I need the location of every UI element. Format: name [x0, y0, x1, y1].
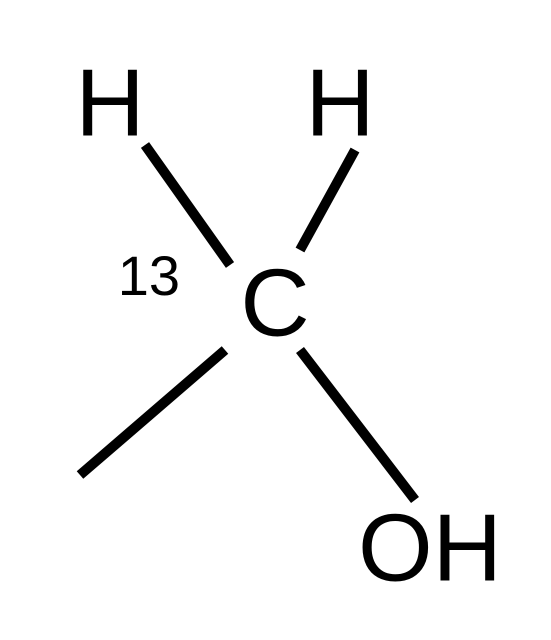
atom-oh: OH — [358, 494, 502, 601]
bond-c-h-right — [300, 150, 355, 250]
atom-c: C — [240, 249, 309, 356]
atom-h-left: H — [75, 49, 144, 156]
molecule-diagram: H H 13 C OH — [0, 0, 551, 640]
bond-c-lowerleft — [80, 350, 225, 475]
bond-c-oh — [300, 350, 415, 500]
isotope-13: 13 — [118, 244, 180, 307]
atom-h-right: H — [305, 49, 374, 156]
